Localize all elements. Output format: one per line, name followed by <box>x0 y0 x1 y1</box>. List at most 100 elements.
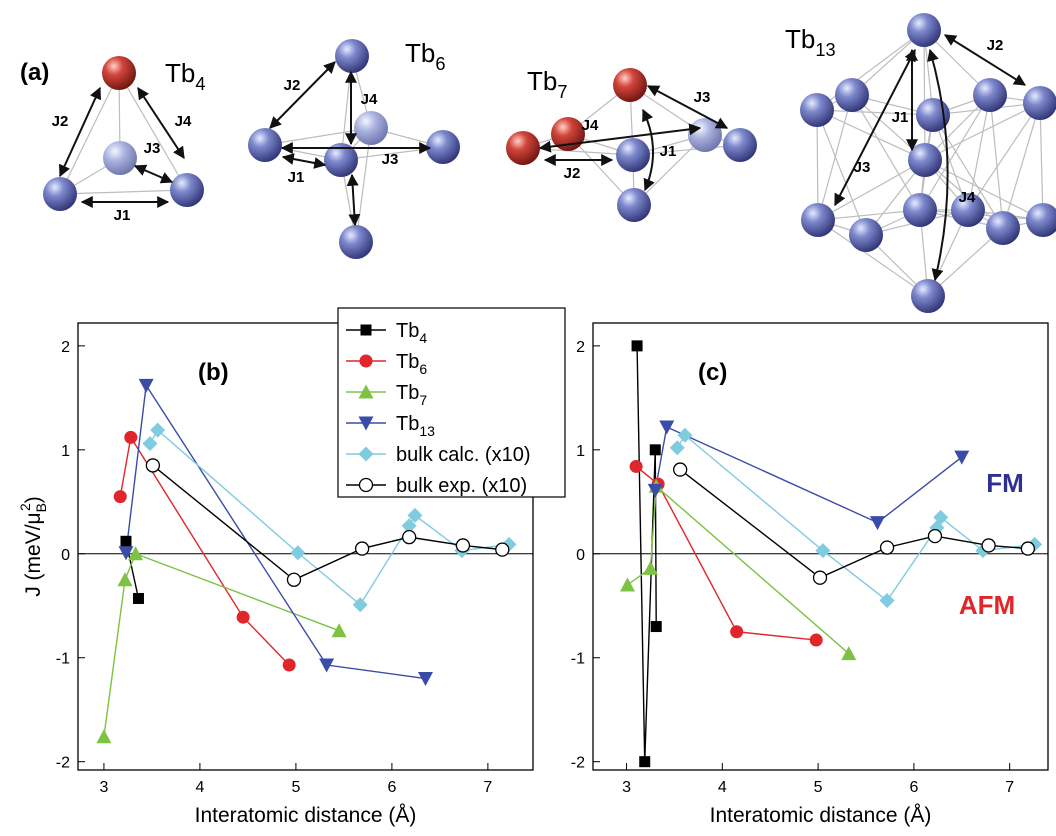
point <box>1020 541 1036 556</box>
point <box>358 416 374 431</box>
atom <box>335 39 369 73</box>
y-axis-label-part: J (meV/μ <box>22 512 45 596</box>
atom <box>170 173 204 207</box>
x-tick-label: 7 <box>483 779 492 796</box>
point <box>236 610 250 624</box>
point <box>812 570 828 585</box>
point <box>639 756 651 768</box>
series-line <box>103 552 340 737</box>
exchange-arrow <box>59 86 101 178</box>
point <box>417 672 433 687</box>
series-line <box>635 465 817 641</box>
point <box>954 450 970 465</box>
atom <box>723 128 757 162</box>
legend-box <box>337 307 566 498</box>
point <box>869 516 885 531</box>
point <box>113 490 127 504</box>
bond-label: J3 <box>382 151 399 168</box>
bond-label: J1 <box>892 109 909 126</box>
point <box>401 518 417 534</box>
bond-edge <box>118 72 188 191</box>
atom <box>426 130 460 164</box>
series-line <box>679 469 1028 579</box>
bond-edge <box>59 189 188 195</box>
point <box>495 542 510 557</box>
point <box>132 592 144 604</box>
point <box>282 658 296 672</box>
exchange-arrow <box>927 48 949 282</box>
point <box>841 646 857 661</box>
legend-label: Tb4 <box>396 320 427 346</box>
point <box>286 572 302 587</box>
annotation: AFM <box>959 590 1015 620</box>
atom <box>835 78 869 112</box>
series-line <box>119 435 290 666</box>
bond-edge <box>1039 102 1044 221</box>
bond-edge <box>924 159 1044 221</box>
cluster-label: Tb13 <box>785 24 836 60</box>
bond-label: J3 <box>694 89 711 106</box>
atom <box>1026 203 1056 237</box>
point <box>354 541 370 556</box>
point <box>358 384 374 399</box>
x-tick-label: 4 <box>195 779 204 796</box>
panel-label: (b) <box>198 359 229 386</box>
exchange-arrow <box>646 85 729 129</box>
bond-label: J2 <box>284 77 301 94</box>
bond-edge <box>932 114 1004 229</box>
point <box>659 420 675 435</box>
point <box>359 354 373 368</box>
bond-edge <box>816 109 819 221</box>
atom <box>613 68 647 102</box>
atom <box>951 193 985 227</box>
point <box>118 546 134 561</box>
bond-edge <box>967 102 1041 211</box>
series-line <box>125 383 426 680</box>
bond-label: J3 <box>854 159 871 176</box>
x-tick-label: 3 <box>622 779 631 796</box>
exchange-arrow <box>943 34 1027 86</box>
bond-label: J1 <box>288 169 305 186</box>
bond-label: J1 <box>660 143 677 160</box>
series-line <box>627 484 850 655</box>
bond-label: J2 <box>564 165 581 182</box>
point <box>331 623 347 638</box>
bond-edge <box>355 127 372 243</box>
atom <box>911 279 945 313</box>
cluster: J1 J2 J3 J4 Tb7 <box>506 66 757 222</box>
x-tick-label: 5 <box>814 779 823 796</box>
x-tick-label: 6 <box>387 779 396 796</box>
point <box>647 483 663 498</box>
bond-label: J1 <box>114 207 131 224</box>
point <box>150 422 166 438</box>
cluster: J1 J2 J3 J4 Tb6 <box>248 38 460 259</box>
atom <box>354 111 388 145</box>
y-tick-label: 2 <box>576 339 585 356</box>
y-tick-label: -2 <box>56 755 70 772</box>
legend-label: Tb13 <box>396 413 435 439</box>
cluster-label: Tb7 <box>527 66 567 102</box>
y-tick-label: 1 <box>61 443 70 460</box>
x-tick-label: 4 <box>718 779 727 796</box>
x-tick-label: 7 <box>1005 779 1014 796</box>
bond-edge <box>1002 102 1041 229</box>
exchange-arrow <box>269 61 336 129</box>
point <box>677 427 693 443</box>
point <box>96 729 112 744</box>
point <box>933 509 949 525</box>
y-axis-label: J (meV/μB2) <box>17 496 49 597</box>
atom <box>339 225 373 259</box>
exchange-arrow <box>834 48 916 207</box>
panel-label: (a) <box>20 59 49 86</box>
point <box>809 633 823 647</box>
legend: Tb4 Tb6 Tb7 Tb13 bulk calc. (x10) bulk exp. (… <box>337 307 566 498</box>
point <box>619 577 635 592</box>
exchange-arrow <box>538 123 702 153</box>
x-tick-label: 6 <box>909 779 918 796</box>
y-tick-label: -1 <box>571 651 585 668</box>
atom <box>973 78 1007 112</box>
atom <box>506 131 540 165</box>
point <box>981 538 996 553</box>
point <box>649 444 661 456</box>
